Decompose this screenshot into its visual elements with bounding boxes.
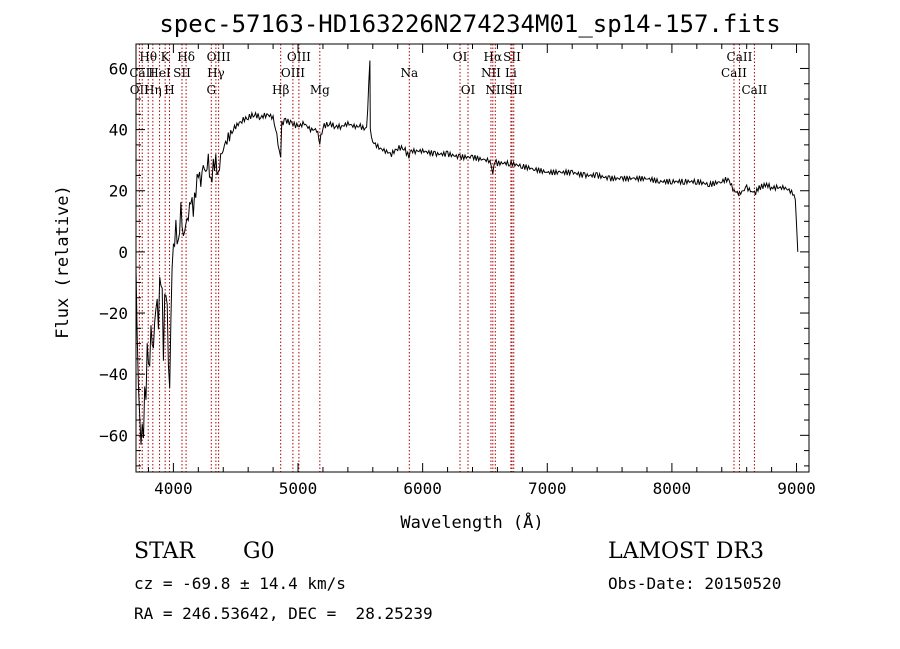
coordinates: RA = 246.53642, DEC = 28.25239 xyxy=(134,604,433,623)
line-label: OIII xyxy=(287,50,311,64)
obs-date: Obs-Date: 20150520 xyxy=(608,574,782,593)
y-axis-ticks: −60 −40 −20 0 20 40 60 xyxy=(99,59,809,467)
x-tick-label: 4000 xyxy=(154,479,193,498)
plot-frame xyxy=(135,43,810,473)
y-tick-label: 20 xyxy=(109,182,128,201)
spectral-line-markers: OII Hθ CaII Hη K HeI H Hδ SII OIII Hγ G Hβ OIII OIII Mg… xyxy=(129,44,768,472)
line-label: K xyxy=(161,50,171,64)
line-label: Hδ xyxy=(177,50,195,64)
line-label: CaII xyxy=(721,66,747,80)
survey-name: LAMOST DR3 xyxy=(608,539,764,564)
line-label: H xyxy=(164,83,174,97)
y-tick-label: 0 xyxy=(118,243,128,262)
x-axis-label: Wavelength (Å) xyxy=(400,511,543,533)
object-subclass: G0 xyxy=(243,539,275,564)
line-label: Hα xyxy=(484,50,503,64)
y-tick-label: 60 xyxy=(109,59,128,78)
line-label: Hη xyxy=(144,83,162,97)
x-tick-label: 8000 xyxy=(653,479,692,498)
line-label: OIII xyxy=(207,50,231,64)
line-label: SII xyxy=(505,83,523,97)
line-label: CaII xyxy=(741,83,767,97)
line-label: Hθ xyxy=(139,50,157,64)
x-tick-label: 9000 xyxy=(777,479,816,498)
spectrum-line xyxy=(135,60,799,445)
line-label: NII xyxy=(485,83,505,97)
line-label: OII xyxy=(130,83,150,97)
y-tick-label: −20 xyxy=(99,304,128,323)
line-label: Mg xyxy=(310,83,330,97)
x-tick-label: 7000 xyxy=(528,479,567,498)
line-label: OIII xyxy=(281,66,305,80)
line-label: OI xyxy=(453,50,468,64)
line-label: OI xyxy=(461,83,476,97)
line-label: Na xyxy=(400,66,418,80)
y-tick-label: 40 xyxy=(109,121,128,140)
line-label: NII xyxy=(481,66,501,80)
line-label: Li xyxy=(505,66,517,80)
y-tick-label: −60 xyxy=(99,426,128,445)
object-class: STAR xyxy=(134,539,195,564)
x-tick-label: 6000 xyxy=(403,479,442,498)
x-tick-label: 5000 xyxy=(279,479,318,498)
line-label: Hβ xyxy=(272,83,289,97)
line-label: SII xyxy=(503,50,521,64)
redshift-info: cz = -69.8 ± 14.4 km/s xyxy=(134,574,346,593)
line-label: HeI xyxy=(148,66,171,80)
line-label: CaII xyxy=(727,50,753,64)
line-label: SII xyxy=(173,66,191,80)
y-tick-label: −40 xyxy=(99,365,128,384)
line-label: G xyxy=(206,83,216,97)
spectrum-series xyxy=(135,60,799,445)
y-axis-label: Flux (relative) xyxy=(53,185,73,339)
line-label: Hγ xyxy=(207,66,225,80)
x-axis-ticks: 4000 5000 6000 7000 8000 9000 xyxy=(147,44,816,498)
chart-title: spec-57163-HD163226N274234M01_sp14-157.f… xyxy=(159,10,780,38)
